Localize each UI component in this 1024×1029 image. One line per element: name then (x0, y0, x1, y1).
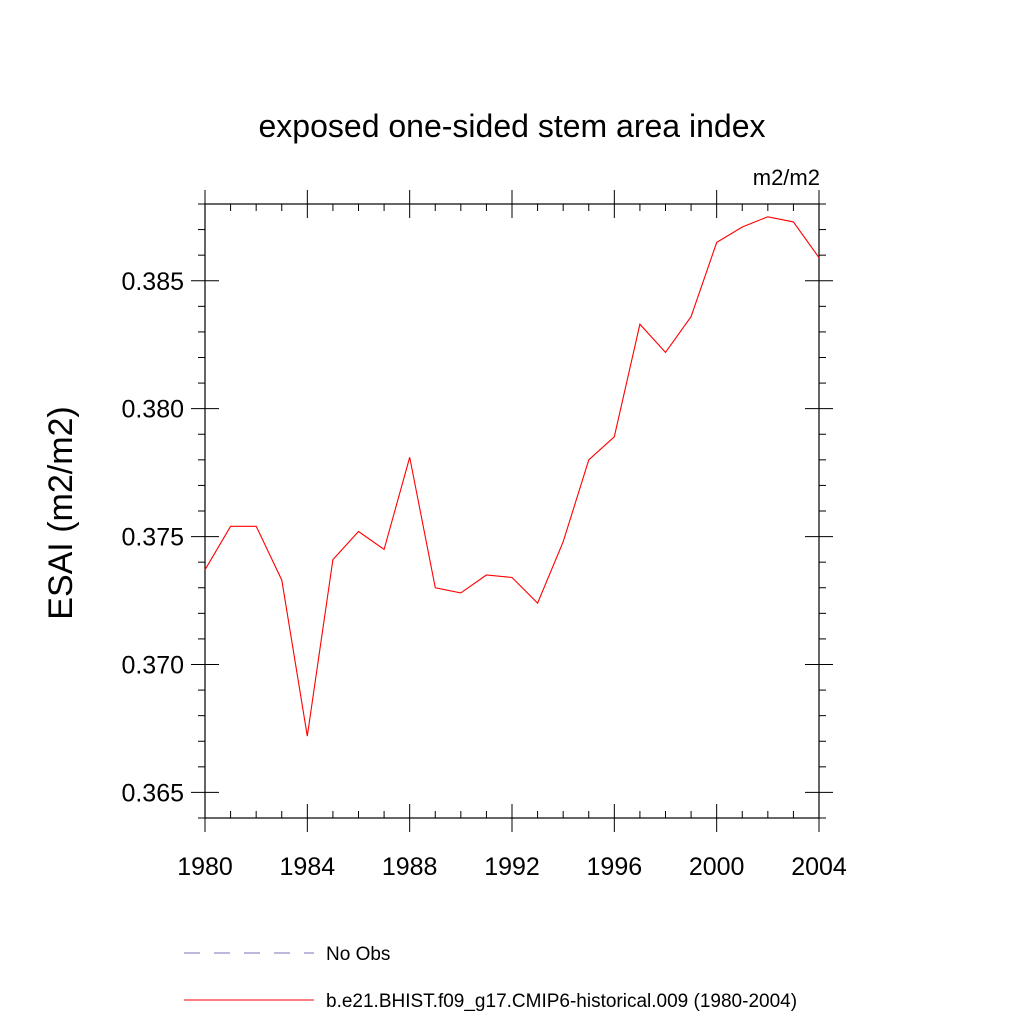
series-line (204, 216, 820, 737)
x-tick-label: 1988 (382, 853, 438, 881)
x-tick-label: 1984 (280, 853, 336, 881)
series-layer (204, 216, 820, 737)
legend-label: No Obs (326, 944, 390, 965)
axes: 1980 1984 1988 1992 1996 2000 2004 0.365 0.370 0.… (121, 190, 847, 881)
y-tick-label: 0.385 (121, 268, 184, 296)
y-tick-label: 0.365 (121, 779, 184, 807)
y-tick-label: 0.375 (121, 524, 184, 552)
x-tick-label: 2000 (689, 853, 745, 881)
x-tick-label: 2004 (791, 853, 847, 881)
chart-title: exposed one-sided stem area index (259, 108, 766, 144)
y-tick-label: 0.370 (121, 652, 184, 680)
x-tick-label: 1992 (484, 853, 540, 881)
x-tick-label: 1996 (587, 853, 643, 881)
legend-label: b.e21.BHIST.f09_g17.CMIP6-historical.009… (326, 991, 797, 1012)
units-label: m2/m2 (753, 165, 820, 190)
y-axis-title: ESAI (m2/m2) (42, 406, 80, 619)
legend: No Obs b.e21.BHIST.f09_g17.CMIP6-historic… (184, 944, 797, 1012)
y-tick-label: 0.380 (121, 396, 184, 424)
x-tick-label: 1980 (177, 853, 233, 881)
plot-frame (204, 203, 820, 819)
